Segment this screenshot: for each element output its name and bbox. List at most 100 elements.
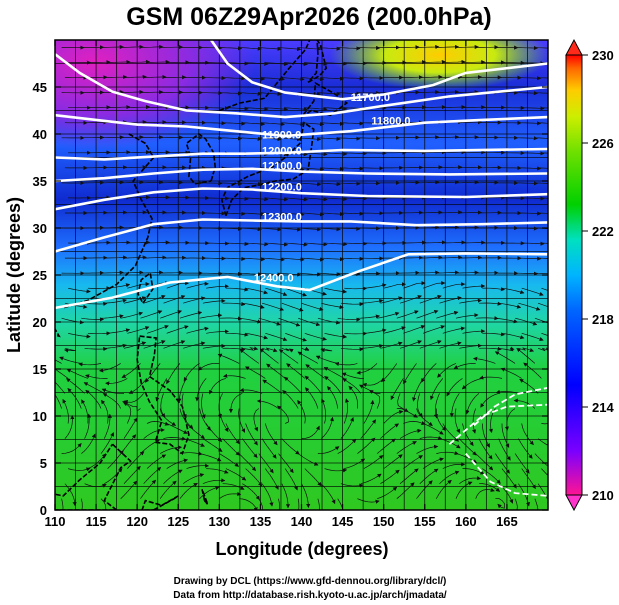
streamline <box>439 296 462 304</box>
streamline <box>541 423 548 425</box>
streamline <box>439 470 460 484</box>
streamline <box>206 329 229 334</box>
streamline <box>146 421 170 426</box>
streamline <box>534 137 548 139</box>
coastline <box>137 271 154 304</box>
streamline <box>357 91 381 96</box>
streamline <box>163 295 186 304</box>
streamline <box>419 340 442 349</box>
streamline <box>422 457 444 469</box>
streamline <box>423 240 446 245</box>
streamline <box>104 298 127 304</box>
streamline <box>342 378 361 394</box>
streamline <box>515 226 538 231</box>
cold-core-region <box>55 40 255 150</box>
streamline <box>515 181 538 186</box>
coastline <box>141 495 179 510</box>
streamline <box>107 150 131 155</box>
streamline <box>475 487 495 499</box>
y-tick-label: 10 <box>33 409 47 424</box>
y-axis-label: Latitude (degrees) <box>4 197 24 353</box>
streamline <box>376 486 398 500</box>
streamline <box>344 61 368 66</box>
streamline <box>242 346 259 351</box>
streamline <box>123 296 147 304</box>
streamline <box>403 455 424 469</box>
streamline <box>120 180 144 185</box>
colorbar-ticks: 230 226 222 218 214 210 <box>582 48 614 503</box>
streamline <box>239 46 262 51</box>
streamline <box>256 399 279 409</box>
x-axis-label: Longitude (degrees) <box>215 539 388 559</box>
streamline <box>140 44 164 49</box>
streamline <box>334 361 358 367</box>
streamline <box>208 378 227 395</box>
streamline <box>219 181 243 186</box>
streamline <box>225 332 249 337</box>
streamline <box>449 393 460 418</box>
streamline <box>197 362 220 371</box>
streamline <box>416 270 440 275</box>
contour-label: 11900.0 <box>262 130 301 142</box>
streamline <box>163 436 187 441</box>
streamline <box>304 332 327 341</box>
streamline <box>219 453 240 467</box>
streamline <box>383 409 404 424</box>
streamline <box>183 296 206 304</box>
streamline <box>541 468 548 477</box>
streamline <box>177 378 187 403</box>
streamline <box>340 301 364 307</box>
streamline <box>495 498 506 509</box>
streamline <box>501 332 525 340</box>
streamline <box>436 44 460 49</box>
streamline <box>515 45 538 51</box>
streamline <box>104 255 128 260</box>
coastline <box>307 40 328 83</box>
streamline <box>403 150 427 155</box>
streamline <box>462 59 486 65</box>
streamline <box>143 210 167 215</box>
streamline <box>66 368 89 379</box>
streamline <box>521 287 544 296</box>
streamline <box>239 498 258 510</box>
streamline <box>357 45 381 51</box>
streamline <box>87 453 107 469</box>
streamline <box>146 59 170 65</box>
streamline <box>304 61 328 67</box>
streamline <box>266 363 286 379</box>
streamline <box>100 135 124 140</box>
contour-line <box>55 187 548 211</box>
streamline <box>68 467 91 472</box>
streamline <box>140 439 160 454</box>
streamline <box>455 481 473 499</box>
streamline <box>305 364 325 379</box>
streamline <box>262 257 285 262</box>
streamline <box>397 393 409 412</box>
streamline <box>521 196 545 201</box>
streamline <box>298 227 322 232</box>
streamline <box>107 59 131 65</box>
streamline <box>285 242 308 247</box>
streamline <box>202 75 226 81</box>
contour-label: 12400.0 <box>254 273 294 285</box>
streamline <box>100 314 124 319</box>
streamline <box>202 121 226 126</box>
streamline <box>264 423 278 446</box>
streamline <box>521 332 544 341</box>
streamline <box>284 287 307 297</box>
colorbar-tick-label: 222 <box>592 224 614 239</box>
streamline <box>462 283 486 289</box>
streamline <box>143 120 167 125</box>
streamline <box>538 77 548 79</box>
streamline <box>357 437 376 454</box>
streamline <box>284 332 307 342</box>
streamline <box>419 294 442 304</box>
streamline <box>442 150 466 155</box>
streamline <box>317 446 340 454</box>
streamline <box>199 226 223 231</box>
streamline <box>68 287 91 294</box>
streamline <box>321 302 344 310</box>
contour-line <box>55 252 548 310</box>
colorbar-bottom-triangle <box>565 494 583 512</box>
streamline <box>482 468 501 484</box>
